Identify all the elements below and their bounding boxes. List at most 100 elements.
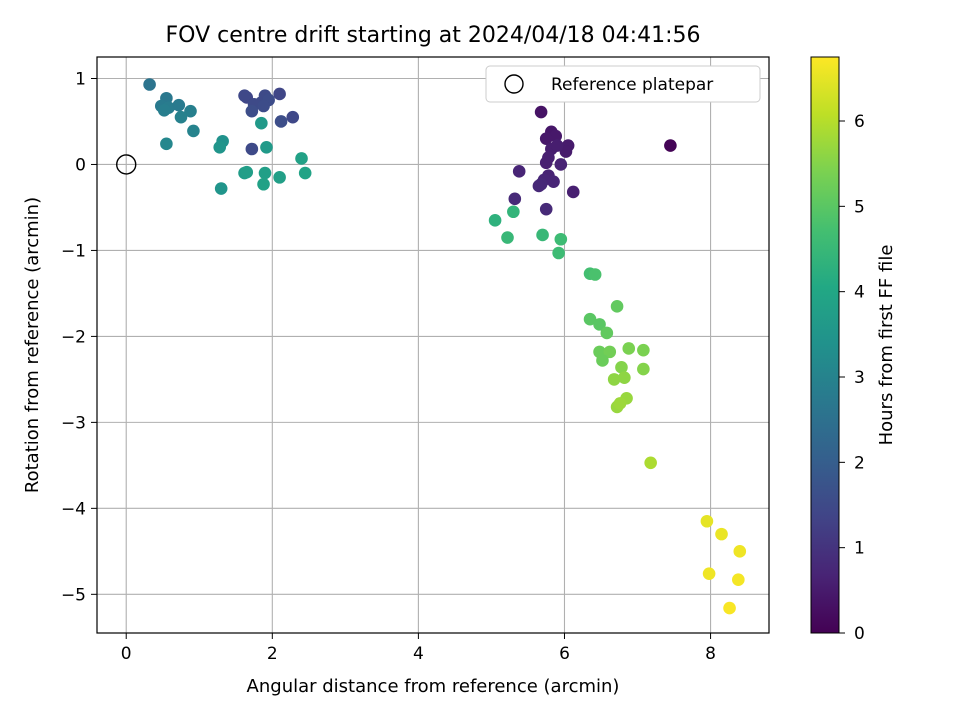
x-axis-label: Angular distance from reference (arcmin) [247,676,620,697]
data-point [613,397,627,410]
legend: Reference platepar [485,65,761,103]
data-point [536,228,549,242]
y-tick-label: −3 [61,413,86,433]
data-point [508,192,522,206]
x-tick-label: 0 [121,644,132,664]
data-point [240,165,254,179]
data-point [184,104,197,118]
data-point [559,145,573,158]
y-tick-label: −1 [61,241,86,261]
grid-lines [97,57,769,633]
data-point [664,139,677,152]
x-tick-label: 6 [559,644,570,664]
data-point [733,545,747,558]
data-point [596,354,609,367]
data-point [615,361,628,374]
data-point [715,527,728,541]
data-point [260,140,273,154]
x-tick-label: 8 [705,644,716,664]
data-points [143,78,747,615]
colorbar-tick-label: 1 [854,539,865,559]
data-point [588,268,602,281]
data-point [607,373,621,386]
data-point [501,231,514,244]
y-tick-label: −4 [61,499,86,519]
colorbar-tick-label: 6 [854,112,865,132]
legend-reference-marker [504,74,524,94]
colorbar-tick-label: 3 [854,368,865,388]
data-point [549,129,563,143]
data-point [295,152,308,165]
data-point [255,116,268,130]
data-point [174,110,188,124]
y-tick-label: −5 [61,585,86,605]
x-tick-label: 4 [413,644,424,664]
y-tick-label: 0 [75,155,86,175]
data-point [723,601,736,615]
legend-box [485,65,761,103]
data-point [143,78,156,91]
colorbar-tick-label: 5 [854,197,865,217]
colorbar-ticks: 0 1 2 3 4 5 6 [839,112,865,644]
data-point [610,300,624,313]
data-point [273,87,286,101]
data-point [286,110,300,124]
data-point [547,175,560,188]
data-point [618,371,631,384]
data-point [213,140,227,154]
data-point [257,177,270,191]
data-point [593,318,606,331]
data-point [622,342,636,355]
data-point [603,345,617,359]
data-point [257,99,270,113]
data-point [187,124,200,138]
data-point [532,179,546,193]
data-point [583,312,597,326]
data-point [732,573,745,586]
data-point [637,362,650,376]
data-point [637,343,650,357]
data-point [258,166,272,180]
data-point [245,142,259,156]
y-tick-label: 1 [75,69,86,89]
colorbar-label: Hours from first FF file [876,245,897,446]
chart-title: FOV centre drift starting at 2024/04/18 … [166,23,701,48]
data-point [160,137,173,151]
data-point [700,514,714,528]
plot-frame [96,56,770,634]
data-point [507,205,520,219]
data-point [298,166,312,180]
data-point [238,89,251,102]
data-point [554,158,568,171]
data-point [566,185,580,199]
axis-ticks: 0 2 4 6 810−1−2−3−4−5 [61,69,716,664]
data-point [534,105,548,119]
data-point [600,326,614,340]
data-point [274,115,288,128]
reference-marker [116,154,137,175]
colorbar-tick-label: 0 [854,624,865,644]
data-point [539,132,553,145]
data-point [552,246,565,260]
colorbar-tick-label: 2 [854,453,865,473]
data-point [512,165,526,178]
data-point [245,104,259,118]
data-point [644,456,657,470]
x-tick-label: 2 [267,644,278,664]
data-point [157,104,171,117]
y-axis-label: Rotation from reference (arcmin) [22,197,43,493]
data-point [550,139,564,152]
data-point [539,202,553,216]
data-point [214,182,228,195]
colorbar-tick-label: 4 [854,283,865,303]
data-point [172,98,186,112]
data-point [554,232,568,246]
data-point [488,214,502,227]
data-point [702,567,716,580]
y-tick-label: −2 [61,327,86,347]
reference-layer [116,154,137,175]
data-point [273,171,286,184]
data-point [539,156,553,170]
